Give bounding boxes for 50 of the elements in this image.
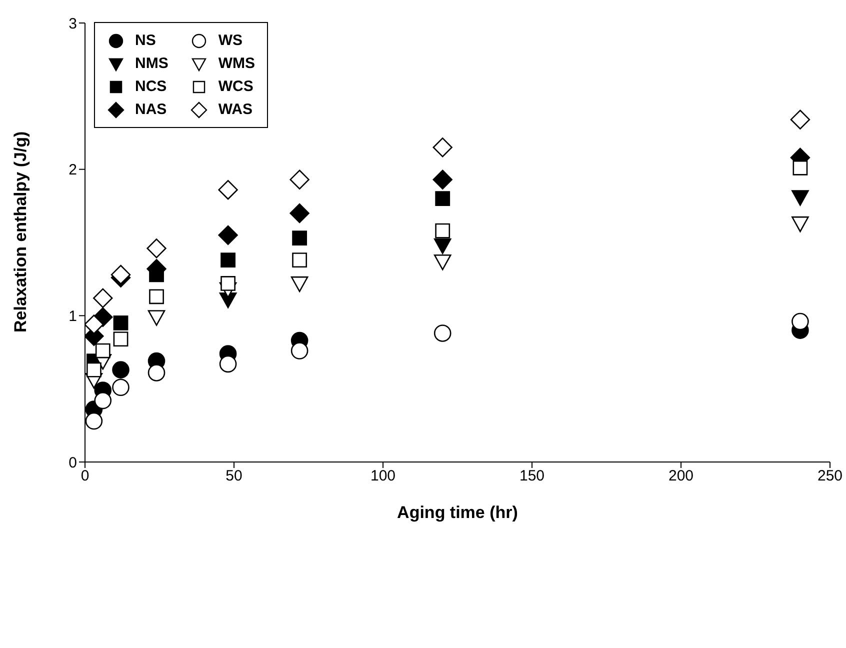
point [94, 392, 112, 410]
point [95, 343, 110, 358]
x-tick-label: 100 [370, 468, 396, 485]
legend-label: WAS [218, 101, 253, 118]
y-tick-label: 0 [68, 454, 77, 472]
point [792, 312, 809, 330]
point [219, 355, 237, 373]
point [792, 190, 809, 206]
point [290, 276, 308, 292]
x-axis-title: Aging time (hr) [397, 503, 518, 522]
point [434, 238, 452, 254]
point [435, 223, 450, 238]
y-axis-title: Relaxation enthalpy (J/g) [11, 131, 30, 332]
y-tick-label: 3 [68, 15, 77, 32]
point [792, 216, 809, 232]
point [290, 203, 310, 224]
y-tick-label: 2 [68, 162, 77, 179]
point [435, 191, 450, 206]
point [292, 252, 308, 268]
point [113, 316, 128, 330]
point [792, 160, 808, 176]
legend-label: WS [218, 32, 243, 49]
point [290, 342, 308, 360]
point [86, 362, 102, 378]
legend-label: WCS [218, 78, 254, 95]
legend-label: NCS [135, 78, 167, 95]
point [112, 361, 130, 378]
point [434, 324, 452, 342]
point [292, 230, 308, 246]
x-tick-label: 250 [817, 468, 843, 485]
x-tick-label: 0 [80, 468, 90, 485]
point [148, 310, 166, 326]
legend-label: NMS [135, 55, 168, 72]
point [113, 332, 128, 347]
x-tick-label: 150 [519, 468, 545, 485]
x-tick-label: 200 [668, 468, 694, 485]
legend-label: NAS [135, 101, 167, 118]
point [149, 289, 164, 304]
point [220, 252, 236, 268]
point [434, 254, 452, 270]
y-tick-label: 1 [68, 308, 77, 325]
point [112, 378, 130, 396]
legend-label: NS [135, 32, 156, 49]
point [432, 170, 452, 190]
x-tick-label: 50 [226, 468, 242, 485]
point [218, 225, 238, 246]
point [148, 364, 166, 382]
legend-label: WMS [218, 55, 256, 72]
point [220, 276, 236, 291]
point [85, 412, 103, 430]
